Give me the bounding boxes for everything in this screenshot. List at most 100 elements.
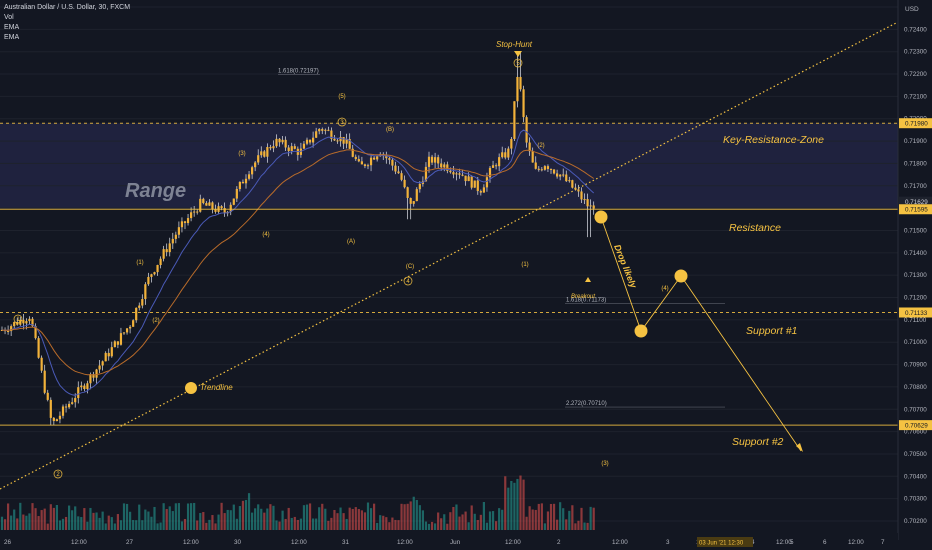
- volume-bar: [437, 512, 440, 530]
- price-tick: 0.71200: [904, 295, 927, 302]
- volume-bar: [144, 509, 147, 530]
- price-tick: 0.70600: [904, 429, 927, 436]
- candle-body: [174, 234, 177, 239]
- candle-body: [205, 203, 208, 206]
- volume-bar: [43, 508, 46, 530]
- time-tick: 7: [881, 539, 885, 546]
- price-label: 0.70629: [905, 423, 928, 430]
- candle-body: [290, 146, 293, 151]
- wave-label: 3: [340, 120, 344, 126]
- candle-body: [513, 101, 516, 139]
- indicator-vol[interactable]: Vol: [4, 14, 14, 21]
- candle-body: [74, 398, 77, 403]
- candle-body: [95, 369, 98, 378]
- candle-body: [263, 151, 266, 157]
- trendline-label: Trendline: [200, 383, 233, 392]
- volume-bar: [501, 509, 504, 530]
- candle-body: [98, 365, 101, 370]
- candle-body: [113, 341, 116, 348]
- volume-bar: [424, 521, 428, 530]
- candle-body: [348, 139, 351, 149]
- indicator-ema-2[interactable]: EMA: [4, 34, 20, 41]
- candle-body: [318, 129, 321, 132]
- candle-body: [394, 165, 397, 172]
- volume-bar: [308, 503, 312, 530]
- volume-bar: [190, 503, 193, 530]
- indicator-ema-1[interactable]: EMA: [4, 24, 20, 31]
- candle-body: [577, 189, 580, 192]
- candle-body: [122, 332, 126, 334]
- volume-bar: [513, 482, 516, 530]
- candle-body: [141, 299, 144, 306]
- volume-bar: [226, 509, 229, 530]
- candle-body: [485, 177, 489, 188]
- candle-body: [525, 117, 528, 143]
- volume-bar: [0, 516, 4, 530]
- volume-bar: [592, 507, 595, 530]
- candle-body: [437, 157, 440, 164]
- time-axis[interactable]: [0, 533, 898, 550]
- candle-body: [455, 173, 458, 175]
- breakout-label: Breakout: [571, 294, 595, 300]
- price-label: 0.71133: [905, 310, 928, 317]
- volume-bar: [238, 506, 241, 530]
- price-tick: 0.70300: [904, 496, 927, 503]
- volume-bar: [403, 504, 406, 530]
- candle-body: [125, 328, 129, 333]
- volume-bar: [476, 520, 479, 530]
- candle-body: [357, 159, 360, 162]
- volume-bar: [305, 504, 309, 530]
- candle-body: [537, 168, 540, 170]
- price-tick: 0.70200: [904, 518, 927, 525]
- price-axis[interactable]: [898, 0, 932, 550]
- symbol-title[interactable]: Australian Dollar / U.S. Dollar, 30, FXC…: [4, 4, 131, 11]
- volume-bar: [540, 503, 543, 530]
- time-tick: 12:00: [505, 539, 521, 546]
- candle-body: [22, 319, 25, 324]
- candle-body: [522, 89, 525, 118]
- wave-label: 4: [406, 279, 410, 285]
- candle-body: [491, 165, 495, 168]
- price-label-box: [899, 204, 932, 215]
- wave-label: 1: [16, 317, 20, 323]
- volume-bar: [125, 503, 129, 530]
- candle-body: [220, 206, 223, 209]
- ema-fast-line: [1, 129, 595, 396]
- volume-bar: [586, 522, 589, 530]
- candle-body: [498, 157, 501, 167]
- candle-body: [589, 205, 592, 207]
- wave-circle: [403, 276, 413, 286]
- wave-label: (1): [521, 262, 528, 268]
- volume-bar: [537, 503, 540, 530]
- candle-body: [68, 403, 71, 408]
- candle-body: [229, 204, 232, 212]
- candle-body: [583, 199, 586, 201]
- candle-body: [476, 180, 479, 192]
- volume-bar: [269, 504, 272, 530]
- volume-bar: [68, 505, 71, 530]
- candle-body: [7, 330, 10, 332]
- candle-body: [330, 130, 333, 139]
- wave-label: (1): [136, 260, 143, 266]
- volume-bar: [495, 521, 498, 530]
- volume-bar: [321, 503, 324, 530]
- candle-body: [461, 174, 464, 176]
- candle-body: [403, 179, 406, 188]
- chart-legend: Australian Dollar / U.S. Dollar, 30, FXC…: [4, 3, 130, 43]
- candle-body: [363, 164, 367, 167]
- candle-body: [430, 156, 434, 163]
- candle-body: [71, 402, 74, 404]
- volume-bar: [49, 504, 52, 530]
- volume-bar: [107, 515, 110, 530]
- volume-bar: [290, 517, 293, 530]
- volume-bar: [443, 514, 446, 530]
- price-tick: 0.70800: [904, 384, 927, 391]
- candle-body: [556, 173, 559, 177]
- price-label-box: [899, 196, 932, 207]
- fib-label: 2.272(0.70710): [566, 401, 607, 407]
- candle-body: [254, 162, 257, 168]
- candle-body: [440, 163, 443, 168]
- candle-body: [366, 165, 370, 167]
- range-zone: [0, 123, 898, 210]
